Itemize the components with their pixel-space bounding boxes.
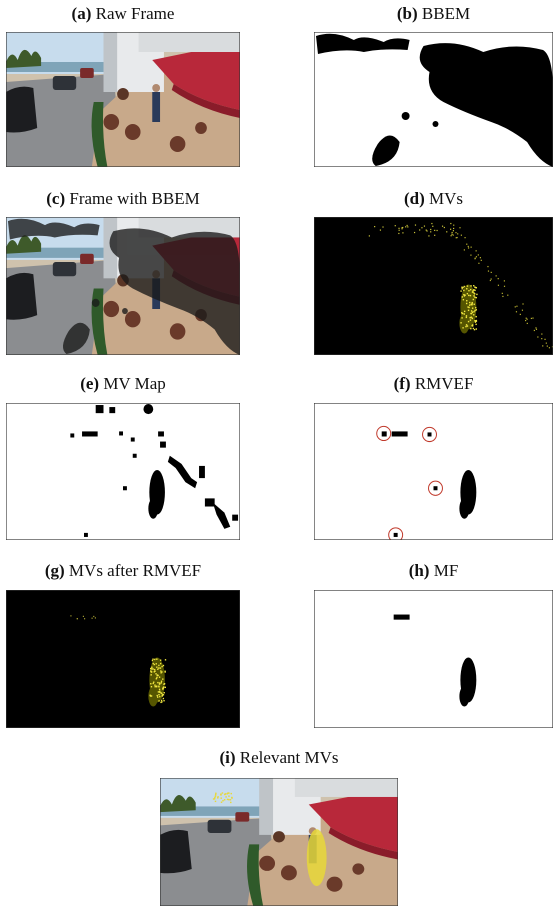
panel-image: [314, 590, 553, 728]
panel-image: [6, 217, 240, 355]
panel-title: MVs after RMVEF: [69, 561, 201, 580]
panel-image: [314, 403, 553, 540]
panel-caption: (d) MVs: [314, 189, 553, 209]
panel-label: (e): [80, 374, 99, 393]
figure: {"panels": [ {"label": "(a)", "caption":…: [0, 0, 553, 916]
panel-image: [314, 217, 553, 355]
panel-label: (i): [220, 748, 236, 767]
panel-label: (d): [404, 189, 425, 208]
panel-caption: (a) Raw Frame: [6, 4, 240, 24]
panel-title: Raw Frame: [96, 4, 175, 23]
panel-title: MV Map: [103, 374, 166, 393]
panel-label: (g): [45, 561, 65, 580]
panel-title: MF: [434, 561, 459, 580]
panel-caption: (e) MV Map: [6, 374, 240, 394]
panel-title: Frame with BBEM: [69, 189, 199, 208]
panel-title: BBEM: [422, 4, 470, 23]
panel-label: (h): [409, 561, 430, 580]
panel-caption: (h) MF: [314, 561, 553, 581]
panel-caption: (b) BBEM: [314, 4, 553, 24]
panel-title: RMVEF: [415, 374, 474, 393]
panel-caption: (g) MVs after RMVEF: [6, 561, 240, 581]
panel-caption: (f) RMVEF: [314, 374, 553, 394]
panel-title: Relevant MVs: [240, 748, 339, 767]
panel-label: (b): [397, 4, 418, 23]
panel-title: MVs: [429, 189, 463, 208]
panel-label: (c): [46, 189, 65, 208]
panel-image: [160, 778, 398, 906]
panel-label: (f): [394, 374, 411, 393]
panel-image: [314, 32, 553, 167]
panel-image: [6, 32, 240, 167]
panel-caption: (i) Relevant MVs: [160, 748, 398, 768]
panel-image: [6, 590, 240, 728]
panel-label: (a): [72, 4, 92, 23]
panel-image: [6, 403, 240, 540]
panel-caption: (c) Frame with BBEM: [6, 189, 240, 209]
